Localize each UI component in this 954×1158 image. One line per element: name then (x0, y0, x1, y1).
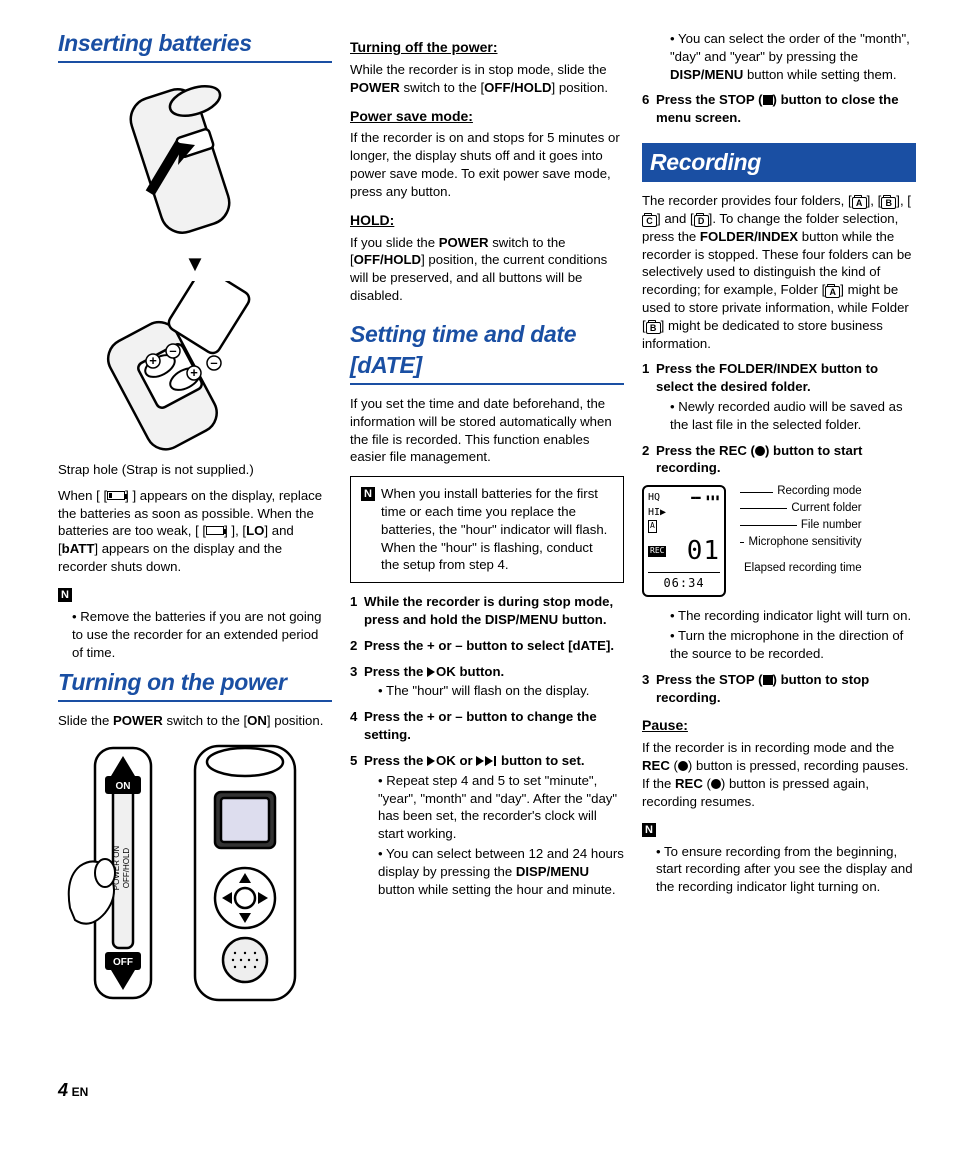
column-2: Turning off the power: While the recorde… (350, 28, 624, 1018)
svg-text:+: + (149, 353, 157, 368)
list-item: The recording indicator light will turn … (670, 607, 916, 625)
note-icon: N (642, 823, 656, 837)
page-lang: EN (72, 1085, 89, 1099)
heading-recording: Recording (642, 143, 916, 182)
setting-date-intro: If you set the time and date beforehand,… (350, 395, 624, 466)
note-icon: N (361, 487, 375, 501)
step-5: 5Press the OK or button to set. (350, 752, 624, 770)
ffwd-icon (485, 756, 493, 766)
rec-icon (755, 446, 765, 456)
battery-note-list: Remove the batteries if you are not goin… (58, 608, 332, 661)
illustration-power-switch: ON OFF POWER ON OFF/HOLD (58, 738, 332, 1008)
recorder-lcd-labels: Recording mode Current folder File numbe… (736, 485, 862, 579)
svg-text:–: – (210, 355, 217, 370)
stop-icon (763, 95, 773, 105)
rec-step-1-bullets: Newly recorded audio will be saved as th… (642, 398, 916, 434)
step-6: 6Press the STOP () button to close the m… (642, 91, 916, 127)
recording-intro: The recorder provides four folders, [A],… (642, 192, 916, 352)
play-icon (427, 667, 435, 677)
illustration-recorder-batteries: + + – – (58, 281, 332, 451)
rec-icon (678, 761, 688, 771)
note-box-batteries: N When you install batteries for the fir… (350, 476, 624, 583)
note-icon: N (58, 588, 72, 602)
battery-low-icon (107, 491, 125, 500)
recording-note-list: To ensure recording from the beginning, … (642, 843, 916, 896)
folder-b-icon: B (646, 322, 661, 334)
col3-top-bullets: You can select the order of the "month",… (642, 30, 916, 83)
list-item: The "hour" will flash on the display. (378, 682, 624, 700)
folder-d-icon: D (694, 215, 709, 227)
list-item: You can select the order of the "month",… (670, 30, 916, 83)
stop-icon (763, 675, 773, 685)
recording-display-diagram: HQ▬▬ ▮▮▮ HI▶ A REC01 06:34 Recording mod… (642, 485, 916, 597)
hold-text: If you slide the POWER switch to the [OF… (350, 234, 624, 305)
heading-turning-on-power: Turning on the power (58, 667, 332, 702)
list-item: Turn the microphone in the direction of … (670, 627, 916, 663)
battery-empty-icon (206, 526, 224, 535)
strap-caption: Strap hole (Strap is not supplied.) (58, 461, 332, 479)
list-item: Repeat step 4 and 5 to set "minute", "ye… (378, 772, 624, 843)
heading-hold: HOLD: (350, 211, 624, 230)
note-box-text: When you install batteries for the first… (381, 485, 613, 574)
folder-c-icon: C (642, 215, 657, 227)
list-item: Newly recorded audio will be saved as th… (670, 398, 916, 434)
rec-step-1: 1Press the FOLDER/INDEX button to select… (642, 360, 916, 396)
play-icon (427, 756, 435, 766)
svg-text:+: + (190, 365, 198, 380)
svg-text:OFF: OFF (113, 957, 133, 968)
step-3: 3Press the OK button. (350, 663, 624, 681)
heading-power-save: Power save mode: (350, 107, 624, 126)
step-2: 2Press the + or – button to select [dATE… (350, 637, 624, 655)
column-1: Inserting batteries ▼ (58, 28, 332, 1018)
rec-step-3: 3Press the STOP () button to stop record… (642, 671, 916, 707)
page-number: 4 (58, 1080, 68, 1100)
page-footer: 4 EN (58, 1078, 916, 1102)
pause-text: If the recorder is in recording mode and… (642, 739, 916, 810)
ffwd-icon (476, 756, 484, 766)
rec-step-2-bullets: The recording indicator light will turn … (642, 607, 916, 662)
step-3-bullets: The "hour" will flash on the display. (350, 682, 624, 700)
page-columns: Inserting batteries ▼ (58, 28, 916, 1018)
power-save-text: If the recorder is on and stops for 5 mi… (350, 129, 624, 200)
step-4: 4Press the + or – button to change the s… (350, 708, 624, 744)
arrow-down-icon: ▼ (58, 253, 332, 275)
battery-note-item: Remove the batteries if you are not goin… (72, 608, 332, 661)
folder-a-icon: A (852, 197, 867, 209)
rec-step-2: 2Press the REC () button to start record… (642, 442, 916, 478)
list-item: You can select between 12 and 24 hours d… (378, 845, 624, 898)
turning-off-text: While the recorder is in stop mode, slid… (350, 61, 624, 97)
folder-b-icon: B (881, 197, 896, 209)
folder-a-icon: A (825, 286, 840, 298)
step-1: 1While the recorder is during stop mode,… (350, 593, 624, 629)
svg-text:ON: ON (116, 781, 131, 792)
svg-text:–: – (169, 343, 176, 358)
svg-text:OFF/HOLD: OFF/HOLD (122, 848, 131, 889)
column-3: You can select the order of the "month",… (642, 28, 916, 1018)
illustration-recorder-top (58, 73, 332, 243)
heading-turning-off: Turning off the power: (350, 38, 624, 57)
recorder-lcd: HQ▬▬ ▮▮▮ HI▶ A REC01 06:34 (642, 485, 726, 597)
battery-warning-text: When [ [] ] appears on the display, repl… (58, 487, 332, 576)
step-5-bullets: Repeat step 4 and 5 to set "minute", "ye… (350, 772, 624, 899)
list-item: To ensure recording from the beginning, … (656, 843, 916, 896)
heading-pause: Pause: (642, 716, 916, 735)
rec-icon (711, 779, 721, 789)
heading-setting-date: Setting time and date [dATE] (350, 319, 624, 385)
power-on-text: Slide the POWER switch to the [ON] posit… (58, 712, 332, 730)
heading-inserting-batteries: Inserting batteries (58, 28, 332, 63)
